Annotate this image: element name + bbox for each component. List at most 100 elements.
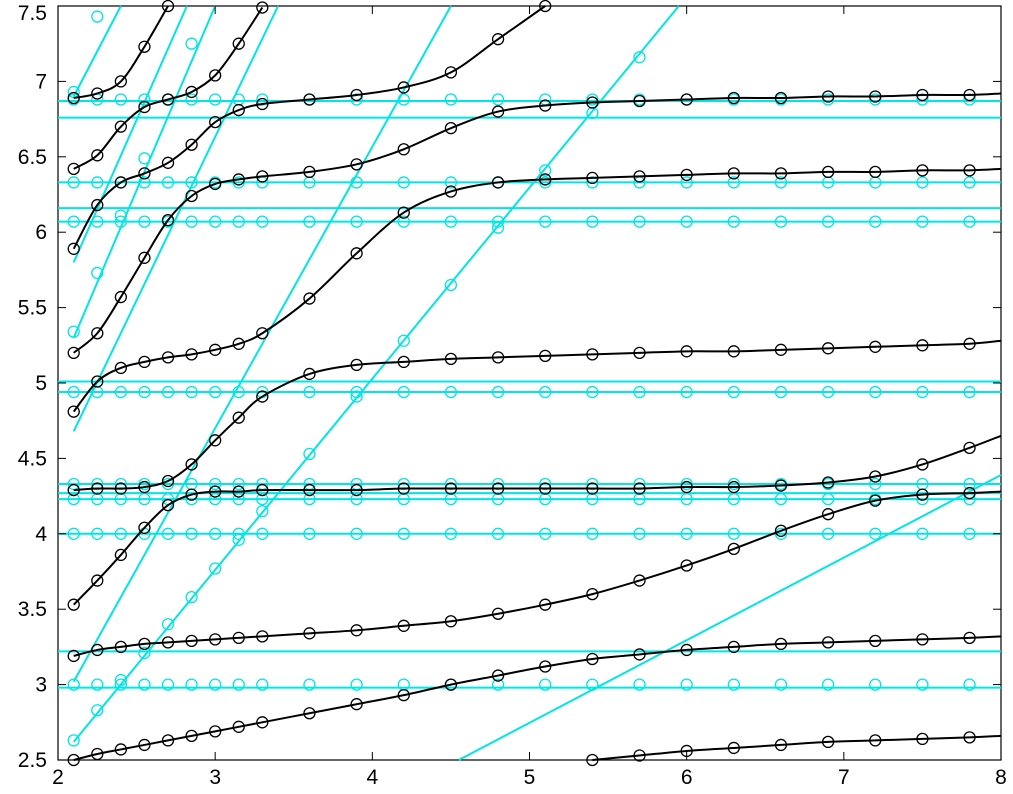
black-marker-0-13 [491,669,505,682]
cyan-diagonal-lines [72,5,1002,761]
cyan-marker-h6-23 [963,176,976,189]
cyan-marker-h3-18 [727,477,740,491]
black-marker-0-1 [91,747,104,761]
x-tick-label-4: 6 [681,766,693,789]
black-marker-2-2 [114,548,128,562]
cyan-marker-d-17 [303,447,316,461]
black-marker-6-7 [232,103,245,117]
y-axis-ticks: 2.5 3 3.5 4 4.5 5 5.5 6 6.5 7 7.5 [18,2,1001,772]
black-curve-7 [73,6,264,170]
cyan-marker-h5-12 [444,215,458,228]
cyan-marker-h1-6 [209,527,222,540]
y-tick-label-0: 2.5 [18,749,47,772]
black-curve-6 [72,5,546,250]
black-marker-0-16 [633,648,646,661]
black-marker-5-13 [491,105,505,118]
black-marker-4-13 [491,176,505,189]
cyan-marker-h5-7 [232,215,245,228]
cyan-marker-d-14 [209,562,222,575]
x-axis-ticks: 2 3 4 5 6 7 8 [52,6,1007,789]
black-marker-3-23 [963,337,976,350]
cyan-marker-h7-5 [185,93,198,106]
black-marker-5-17 [680,93,693,106]
cyan-marker-h4-15 [586,385,599,399]
black-curve-9 [592,734,1002,761]
cyan-marker-h0-2 [114,678,128,691]
black-marker-9-1 [633,749,646,762]
cyan-marker-h7-6 [209,93,222,106]
cyan-marker-h4-17 [680,385,693,399]
black-marker-1-3 [138,637,151,651]
cyan-diagonal-line-2 [72,5,217,339]
black-marker-4-23 [963,164,976,177]
cyan-marker-d-1 [91,10,104,23]
black-markers [67,0,976,767]
black-marker-3-13 [491,351,505,364]
cyan-marker-h2-10 [350,492,363,506]
cyan-marker-h5-14 [539,215,552,228]
black-marker-2-0 [67,598,80,611]
black-marker-0-19 [774,637,788,651]
cyan-marker-d-12 [161,618,175,631]
cyan-marker-h4-2 [114,385,128,399]
cyan-marker-h1-13 [491,527,505,540]
black-curve-5 [73,92,1002,354]
y-tick-label-5: 5 [35,372,47,395]
black-marker-2-20 [821,476,835,489]
cyan-marker-h2-3 [138,492,151,506]
black-marker-0-20 [821,636,835,649]
black-marker-6-5 [185,138,198,151]
cyan-marker-h7-21 [869,93,882,106]
black-marker-3-10 [350,358,363,372]
cyan-marker-d-15 [232,533,245,546]
black-marker-2-16 [633,482,646,495]
black-marker-4-17 [680,168,693,182]
cyan-marker-h2-0 [67,492,80,506]
black-curve-2 [73,434,1002,606]
cyan-marker-h4-23 [963,385,976,399]
cyan-diagonal-line-0 [72,5,122,97]
black-marker-2-14 [539,482,552,495]
cyan-marker-d-3 [91,266,104,280]
cyan-marker-h5-21 [869,215,882,228]
black-marker-7-6 [209,69,222,82]
plot-area [57,5,1002,761]
black-marker-2-6 [209,485,222,498]
cyan-marker-h5-19 [774,215,788,228]
black-marker-1-18 [727,542,740,556]
cyan-marker-h1-4 [161,527,175,540]
cyan-marker-d-22 [539,164,552,177]
black-marker-5-22 [916,88,929,102]
black-marker-5-20 [821,90,835,103]
cyan-marker-h5-2 [114,215,128,228]
cyan-marker-h4-21 [869,385,882,399]
cyan-marker-h7-3 [138,93,151,106]
cyan-marker-d-9 [91,704,104,717]
black-marker-0-6 [209,725,222,738]
x-tick-label-1: 3 [209,766,221,789]
cyan-marker-h3-6 [209,477,222,491]
black-marker-5-9 [303,165,316,179]
cyan-marker-h5-0 [67,215,80,228]
cyan-marker-h7-13 [491,93,505,106]
black-marker-5-5 [185,189,198,203]
black-marker-4-21 [869,165,882,179]
black-marker-3-0 [67,483,80,497]
black-marker-2-5 [185,488,198,501]
black-marker-7-1 [91,149,104,162]
black-marker-4-5 [185,348,198,361]
black-marker-0-15 [586,652,599,666]
black-marker-4-11 [397,206,410,219]
black-marker-3-8 [256,390,269,403]
black-marker-5-4 [161,213,175,227]
cyan-marker-h6-3 [138,176,151,189]
cyan-marker-h0-8 [256,678,269,691]
black-marker-5-16 [633,94,646,108]
cyan-marker-h4-3 [138,385,151,399]
cyan-marker-h5-3 [138,215,151,228]
cyan-marker-h2-7 [232,492,245,506]
cyan-horizontal-lines [58,100,1001,689]
cyan-marker-h0-19 [774,678,788,691]
cyan-marker-h6-11 [397,176,410,189]
black-marker-8-4 [161,0,175,13]
